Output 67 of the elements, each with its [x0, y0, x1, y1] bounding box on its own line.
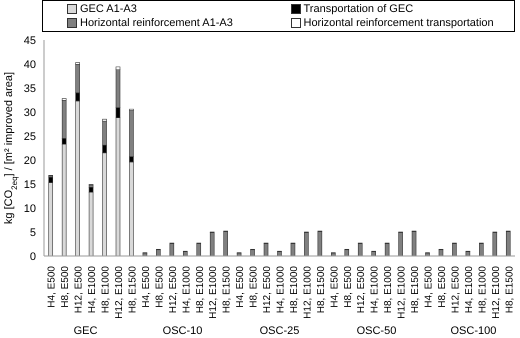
x-tick-label: H12, E1000	[302, 266, 314, 319]
bar	[250, 249, 255, 256]
x-tick-label: H4, E1000	[464, 266, 475, 314]
x-tick-label: H8, E500	[248, 266, 260, 308]
x-tick-label: H8, E1500	[410, 266, 422, 314]
bar	[210, 232, 214, 256]
y-tick-label: 35	[24, 82, 36, 95]
x-tick-label: H8, E1500	[222, 266, 233, 314]
y-tick-label: 0	[30, 250, 36, 263]
bar	[304, 232, 309, 256]
bar	[223, 231, 228, 256]
legend-label: Horizontal reinforcement transportation	[302, 16, 495, 30]
text: OSC-50	[356, 324, 396, 337]
x-tick-label: H12, E500	[262, 266, 274, 314]
x-tick-label: H8, E1500	[504, 266, 516, 314]
x-tick-label: H8, E500	[154, 266, 166, 308]
x-tick-label: H4, E1000	[370, 266, 381, 314]
x-tick-label: H4, E500	[329, 266, 340, 308]
x-tick-label: H4, E500	[235, 266, 246, 308]
x-tick-label: H4, E1000	[181, 266, 192, 314]
y-tick-label: 40	[24, 58, 36, 71]
y-tick-label: 10	[24, 202, 36, 215]
x-tick-label: H8, E1500	[127, 266, 138, 314]
x-tick-label: H4, E1000	[276, 266, 286, 314]
x-tick-label: H8, E500	[342, 266, 354, 308]
text: OSC-10	[162, 324, 202, 337]
x-tick-label: H4, E500	[424, 266, 435, 308]
x-tick-label: H4, E500	[140, 266, 152, 308]
x-tick-label: H4, E500	[46, 266, 58, 308]
x-tick-label: H8, E1500	[316, 266, 327, 314]
x-tick-label: H8, E500	[436, 266, 448, 308]
bar	[318, 231, 322, 256]
bar	[506, 231, 511, 256]
bar	[492, 232, 498, 256]
text: OSC-100	[450, 324, 496, 337]
x-tick-label: H12, E500	[450, 266, 462, 314]
legend-label: Horizontal reinforcement A1-A3	[79, 16, 234, 30]
y-tick-label: 15	[24, 178, 36, 191]
bar	[438, 249, 444, 256]
y-tick-label: 25	[24, 130, 36, 143]
x-tick-label: H8, E500	[60, 266, 72, 308]
bar	[88, 192, 94, 256]
bar	[412, 231, 416, 256]
x-tick-label: H4, E1000	[87, 266, 98, 314]
text: GEC	[74, 324, 98, 337]
x-tick-label: H12, E1000	[490, 266, 502, 319]
x-tick-label: H12, E1000	[396, 266, 408, 319]
y-tick-label: 20	[24, 154, 36, 167]
bar	[398, 232, 403, 256]
x-tick-label: H12, E1000	[208, 266, 220, 319]
legend-label: GEC A1-A3	[79, 2, 138, 16]
x-tick-label: H12, E1000	[114, 266, 126, 319]
x-tick-label: H12, E500	[168, 266, 179, 314]
x-tick-label: H12, E500	[356, 266, 368, 314]
x-tick-label: H8, E1000	[100, 266, 112, 314]
y-tick-label: 45	[24, 34, 36, 47]
bar	[290, 243, 296, 256]
y-tick-label: 5	[30, 226, 36, 239]
x-tick-label: H8, E1000	[288, 266, 300, 314]
x-tick-label: H12, E500	[74, 266, 85, 314]
x-tick-label: H8, E1000	[383, 266, 394, 314]
x-tick-label: H8, E1000	[194, 266, 206, 314]
x-tick-label: H8, E1000	[477, 266, 488, 314]
y-tick-label: 30	[24, 106, 36, 119]
text: OSC-25	[260, 324, 300, 337]
bar	[264, 243, 268, 256]
legend-label: Transportation of GEC	[302, 2, 414, 16]
